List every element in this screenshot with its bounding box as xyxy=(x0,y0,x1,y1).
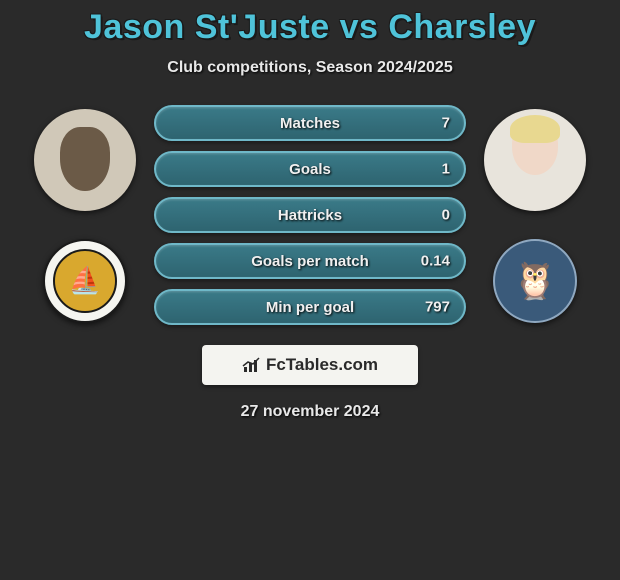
chart-icon xyxy=(242,357,262,373)
player-avatar-right xyxy=(484,109,586,211)
stat-value: 0.14 xyxy=(421,253,450,270)
stat-value: 797 xyxy=(425,299,450,316)
stat-row-hattricks: Hattricks 0 xyxy=(154,197,466,233)
page-title: Jason St'Juste vs Charsley xyxy=(0,8,620,47)
stat-value: 1 xyxy=(442,161,450,178)
subtitle: Club competitions, Season 2024/2025 xyxy=(0,59,620,77)
club-crest-right xyxy=(493,239,577,323)
stat-label: Goals per match xyxy=(251,253,369,270)
branding-badge[interactable]: FcTables.com xyxy=(202,345,418,385)
stat-row-goals-per-match: Goals per match 0.14 xyxy=(154,243,466,279)
stat-value: 0 xyxy=(442,207,450,224)
left-column xyxy=(30,105,140,323)
stat-row-matches: Matches 7 xyxy=(154,105,466,141)
stat-label: Matches xyxy=(280,115,340,132)
stat-label: Goals xyxy=(289,161,331,178)
stat-value: 7 xyxy=(442,115,450,132)
stat-label: Hattricks xyxy=(278,207,342,224)
stat-row-goals: Goals 1 xyxy=(154,151,466,187)
stat-row-min-per-goal: Min per goal 797 xyxy=(154,289,466,325)
brand-text: FcTables.com xyxy=(266,355,378,375)
body-row: Matches 7 Goals 1 Hattricks 0 Goals per … xyxy=(0,105,620,325)
stats-column: Matches 7 Goals 1 Hattricks 0 Goals per … xyxy=(140,105,480,325)
stat-label: Min per goal xyxy=(266,299,354,316)
player-avatar-left xyxy=(34,109,136,211)
comparison-card: Jason St'Juste vs Charsley Club competit… xyxy=(0,0,620,421)
right-column xyxy=(480,105,590,323)
date-text: 27 november 2024 xyxy=(0,403,620,421)
club-crest-left xyxy=(43,239,127,323)
